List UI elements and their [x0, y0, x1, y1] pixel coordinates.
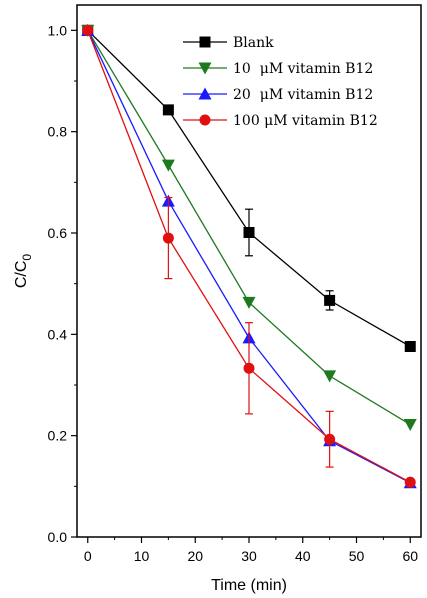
- legend-item-3: 100 μM vitamin B12: [183, 113, 378, 129]
- legend-item-1: 10 μM vitamin B12: [183, 61, 373, 77]
- data-point: [324, 294, 336, 306]
- series-1: [81, 24, 417, 432]
- legend-marker: [198, 87, 212, 100]
- x-tick-label: 0: [84, 548, 92, 564]
- legend-label: 10 μM vitamin B12: [233, 61, 373, 77]
- legend-marker: [198, 62, 212, 75]
- y-tick-label: 0.8: [48, 124, 68, 140]
- x-tick-label: 10: [134, 548, 150, 564]
- data-point: [243, 362, 255, 374]
- x-tick-label: 20: [187, 548, 203, 564]
- series-3: [82, 24, 416, 488]
- x-tick-label: 50: [349, 548, 365, 564]
- data-point: [324, 433, 336, 445]
- y-tick-label: 1.0: [48, 22, 68, 38]
- data-point: [323, 370, 337, 383]
- legend-label: 100 μM vitamin B12: [233, 113, 378, 129]
- data-point: [404, 340, 416, 352]
- legend-label: 20 μM vitamin B12: [233, 87, 373, 103]
- legend-marker: [199, 36, 211, 48]
- y-tick-label: 0.2: [48, 428, 68, 444]
- x-axis-title: Time (min): [211, 577, 287, 594]
- data-point: [403, 419, 417, 432]
- x-tick-label: 30: [241, 548, 257, 564]
- data-point: [162, 104, 174, 116]
- data-point: [242, 296, 256, 309]
- legend-label: Blank: [233, 35, 274, 51]
- legend-item-2: 20 μM vitamin B12: [183, 87, 373, 103]
- y-axis-title-subscript: 0: [20, 254, 34, 261]
- data-point: [162, 232, 174, 244]
- legend-item-0: Blank: [183, 35, 274, 51]
- legend-marker: [199, 114, 211, 126]
- y-tick-label: 0.0: [48, 529, 68, 545]
- y-tick-label: 0.6: [48, 225, 68, 241]
- data-point: [404, 476, 416, 488]
- data-point: [82, 24, 94, 36]
- y-axis-title: C/C0: [13, 254, 34, 289]
- y-axis-title-main: C/C: [13, 261, 30, 289]
- data-point: [243, 226, 255, 238]
- x-tick-label: 40: [295, 548, 311, 564]
- y-tick-label: 0.4: [48, 326, 68, 342]
- x-tick-label: 60: [402, 548, 418, 564]
- plot-frame: [76, 4, 422, 538]
- data-point: [161, 159, 175, 172]
